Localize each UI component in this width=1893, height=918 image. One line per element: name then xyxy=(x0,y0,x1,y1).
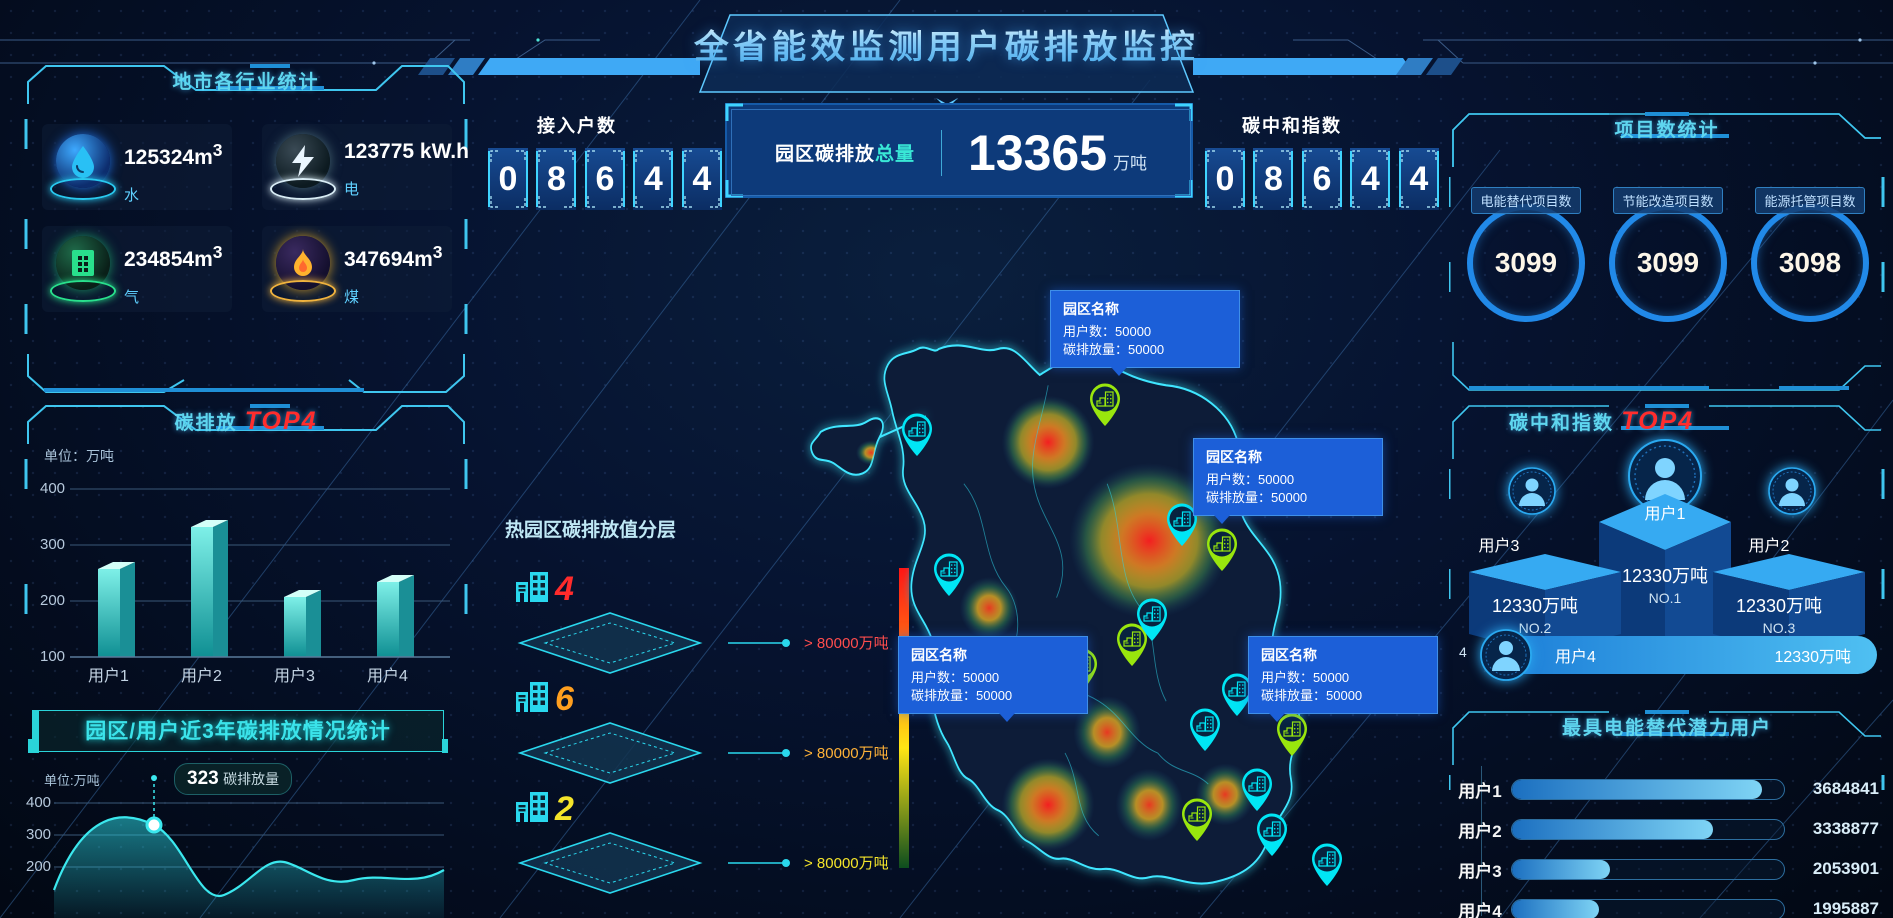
svg-text:用户4: 用户4 xyxy=(367,667,408,685)
svg-text:300: 300 xyxy=(26,826,51,843)
svg-text:用户3: 用户3 xyxy=(274,667,315,685)
svg-text:200: 200 xyxy=(26,858,51,875)
svg-text:200: 200 xyxy=(40,592,65,609)
svg-text:400: 400 xyxy=(40,480,65,497)
svg-text:用户1: 用户1 xyxy=(88,667,129,685)
svg-text:100: 100 xyxy=(40,648,65,665)
svg-text:400: 400 xyxy=(26,794,51,811)
svg-text:用户2: 用户2 xyxy=(181,667,222,685)
svg-text:300: 300 xyxy=(40,536,65,553)
